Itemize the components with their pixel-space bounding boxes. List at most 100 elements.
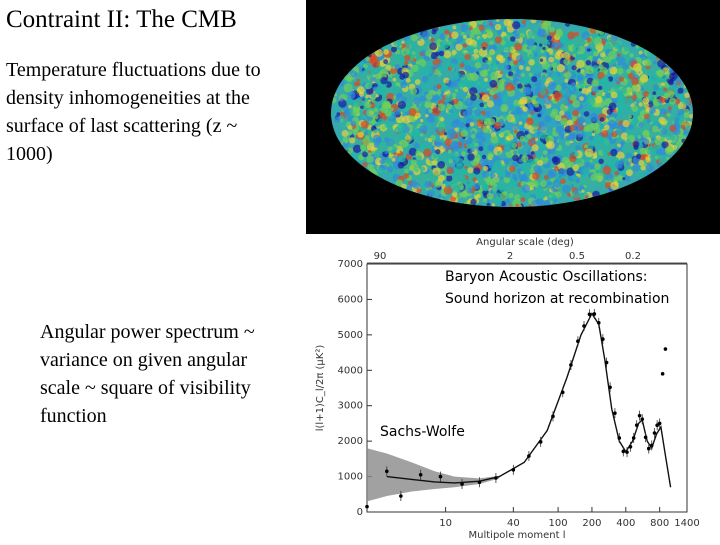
cmb-spot: [573, 124, 580, 132]
cmb-spot: [506, 141, 515, 149]
cmb-spot: [494, 122, 502, 129]
cmb-spot: [474, 108, 482, 116]
cmb-spot: [511, 180, 518, 187]
data-point: [652, 431, 657, 435]
cmb-spot: [431, 24, 439, 32]
cmb-spot: [399, 74, 406, 80]
cmb-spot: [513, 137, 519, 143]
cmb-spot: [503, 35, 509, 42]
power-spectrum-plot: Angular scale (deg) 90 2 0.5 0.2 0 1000 20…: [307, 234, 720, 541]
cmb-spot: [462, 192, 468, 198]
cmb-spot: [359, 115, 365, 121]
cmb-spot: [521, 78, 529, 86]
cmb-spot: [378, 88, 386, 96]
cmb-spot: [646, 50, 655, 59]
cmb-spot: [373, 142, 379, 148]
cmb-spot: [598, 85, 603, 91]
cmb-spot: [494, 198, 503, 207]
cmb-spot: [380, 105, 389, 114]
cmb-spot: [421, 31, 431, 40]
y-tick-label: 1000: [338, 472, 363, 483]
x-tick-label: 400: [616, 518, 635, 529]
cmb-spot: [483, 166, 489, 171]
cmb-spot: [397, 122, 406, 132]
cmb-spot: [515, 203, 520, 207]
cmb-spot: [617, 53, 621, 57]
cmb-spot: [609, 66, 618, 75]
cmb-spot: [608, 50, 617, 60]
cmb-spot: [505, 114, 512, 121]
cmb-spot: [496, 151, 501, 156]
cmb-spot: [520, 197, 526, 202]
cmb-spot: [465, 143, 470, 148]
y-tick-label: 3000: [338, 401, 363, 412]
data-point: [438, 474, 443, 479]
cmb-spot: [570, 94, 577, 102]
data-point: [385, 469, 389, 474]
cmb-spot: [373, 129, 378, 134]
cmb-spot: [516, 55, 523, 62]
cmb-spot: [404, 38, 413, 48]
cmb-spot: [599, 191, 606, 198]
cmb-spot: [471, 130, 476, 135]
cmb-spot: [567, 115, 573, 122]
cmb-spot: [618, 112, 624, 118]
cmb-spot: [531, 200, 539, 207]
cmb-spot: [547, 95, 552, 100]
cmb-spot: [483, 120, 487, 124]
cmb-spot: [520, 163, 528, 172]
cmb-spot: [411, 64, 419, 73]
cmb-spot: [473, 58, 477, 62]
cmb-spot: [511, 19, 516, 22]
cmb-spot: [658, 116, 666, 124]
x-tick-label: 800: [650, 518, 669, 529]
cmb-spot: [503, 132, 508, 137]
data-point: [625, 450, 629, 454]
cmb-spot: [674, 116, 680, 122]
cmb-spot: [554, 114, 561, 121]
cmb-spot: [492, 45, 498, 50]
cmb-spot: [547, 155, 551, 159]
cmb-spot: [610, 148, 618, 157]
cmb-spot: [481, 94, 490, 103]
cmb-spot: [407, 65, 411, 70]
cmb-spot: [528, 53, 535, 60]
cmb-spot: [614, 161, 623, 169]
cmb-spot: [347, 130, 353, 136]
cmb-spot: [675, 77, 682, 84]
cmb-spot: [362, 151, 368, 158]
cmb-spot: [558, 176, 562, 179]
cmb-spot: [403, 51, 407, 55]
cmb-spot: [587, 48, 591, 52]
cmb-spot: [556, 64, 565, 73]
cmb-spot: [469, 122, 475, 127]
cmb-spot: [487, 152, 494, 160]
data-point: [587, 312, 592, 317]
cmb-spot: [503, 94, 509, 101]
cmb-spot: [433, 140, 439, 146]
cmb-spot: [451, 119, 460, 128]
cmb-spot: [494, 159, 502, 168]
cmb-spot: [547, 131, 553, 137]
cmb-spot: [453, 184, 461, 192]
cmb-spot: [428, 108, 433, 114]
cmb-spot: [620, 87, 628, 94]
cmb-spot: [569, 155, 577, 163]
cmb-spot: [514, 33, 521, 40]
cmb-spot: [425, 50, 432, 57]
cmb-spot: [560, 178, 566, 184]
cmb-spot: [460, 175, 467, 182]
cmb-spot: [410, 87, 418, 95]
cmb-spot: [570, 25, 575, 29]
outlier-point: [663, 347, 668, 351]
cmb-spot: [464, 53, 471, 61]
cmb-spot: [652, 91, 657, 95]
cmb-spot: [590, 173, 598, 181]
cmb-spot: [525, 66, 531, 72]
cmb-spot: [657, 59, 666, 68]
cmb-spot: [478, 48, 488, 57]
cmb-spot: [684, 92, 690, 98]
cmb-spot: [486, 88, 490, 92]
cmb-spot: [610, 181, 619, 190]
cmb-spot: [652, 84, 660, 91]
